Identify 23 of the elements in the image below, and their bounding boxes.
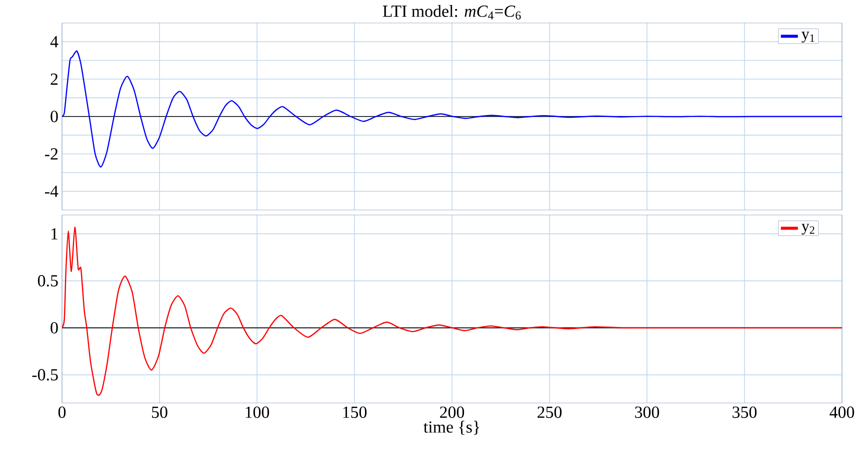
y-tick-label: -0.5 [32, 369, 58, 381]
x-axis-title: time {s} [424, 420, 480, 435]
legend-label: y$_{2}$ [802, 224, 814, 235]
y-tick-label: 1 [51, 228, 58, 240]
line-series [62, 50, 842, 168]
y-tick-label: -4 [45, 186, 58, 197]
x-tick-label: 150 [343, 406, 367, 418]
x-tick-label: 100 [246, 406, 270, 418]
y-tick-label: 0.5 [38, 275, 58, 287]
x-tick-label: 400 [830, 406, 854, 418]
x-tick-label: 300 [635, 406, 660, 418]
x-tick-label: 350 [732, 406, 757, 418]
y-tick-label: 2 [50, 73, 58, 85]
x-tick-label: 50 [152, 406, 168, 418]
x-tick-label: 200 [440, 406, 464, 418]
y-tick-label: 0 [50, 322, 58, 334]
x-tick-label: 0 [58, 406, 66, 418]
chart-title: LTI model: mC$_{4}$=C$_{6}$ [382, 5, 521, 20]
y-tick-label: 0 [50, 110, 58, 122]
y-tick-label: -2 [45, 148, 58, 160]
legend-label: y$_{1}$ [802, 32, 814, 43]
x-tick-label: 250 [538, 406, 562, 418]
y-tick-label: 4 [50, 36, 58, 48]
